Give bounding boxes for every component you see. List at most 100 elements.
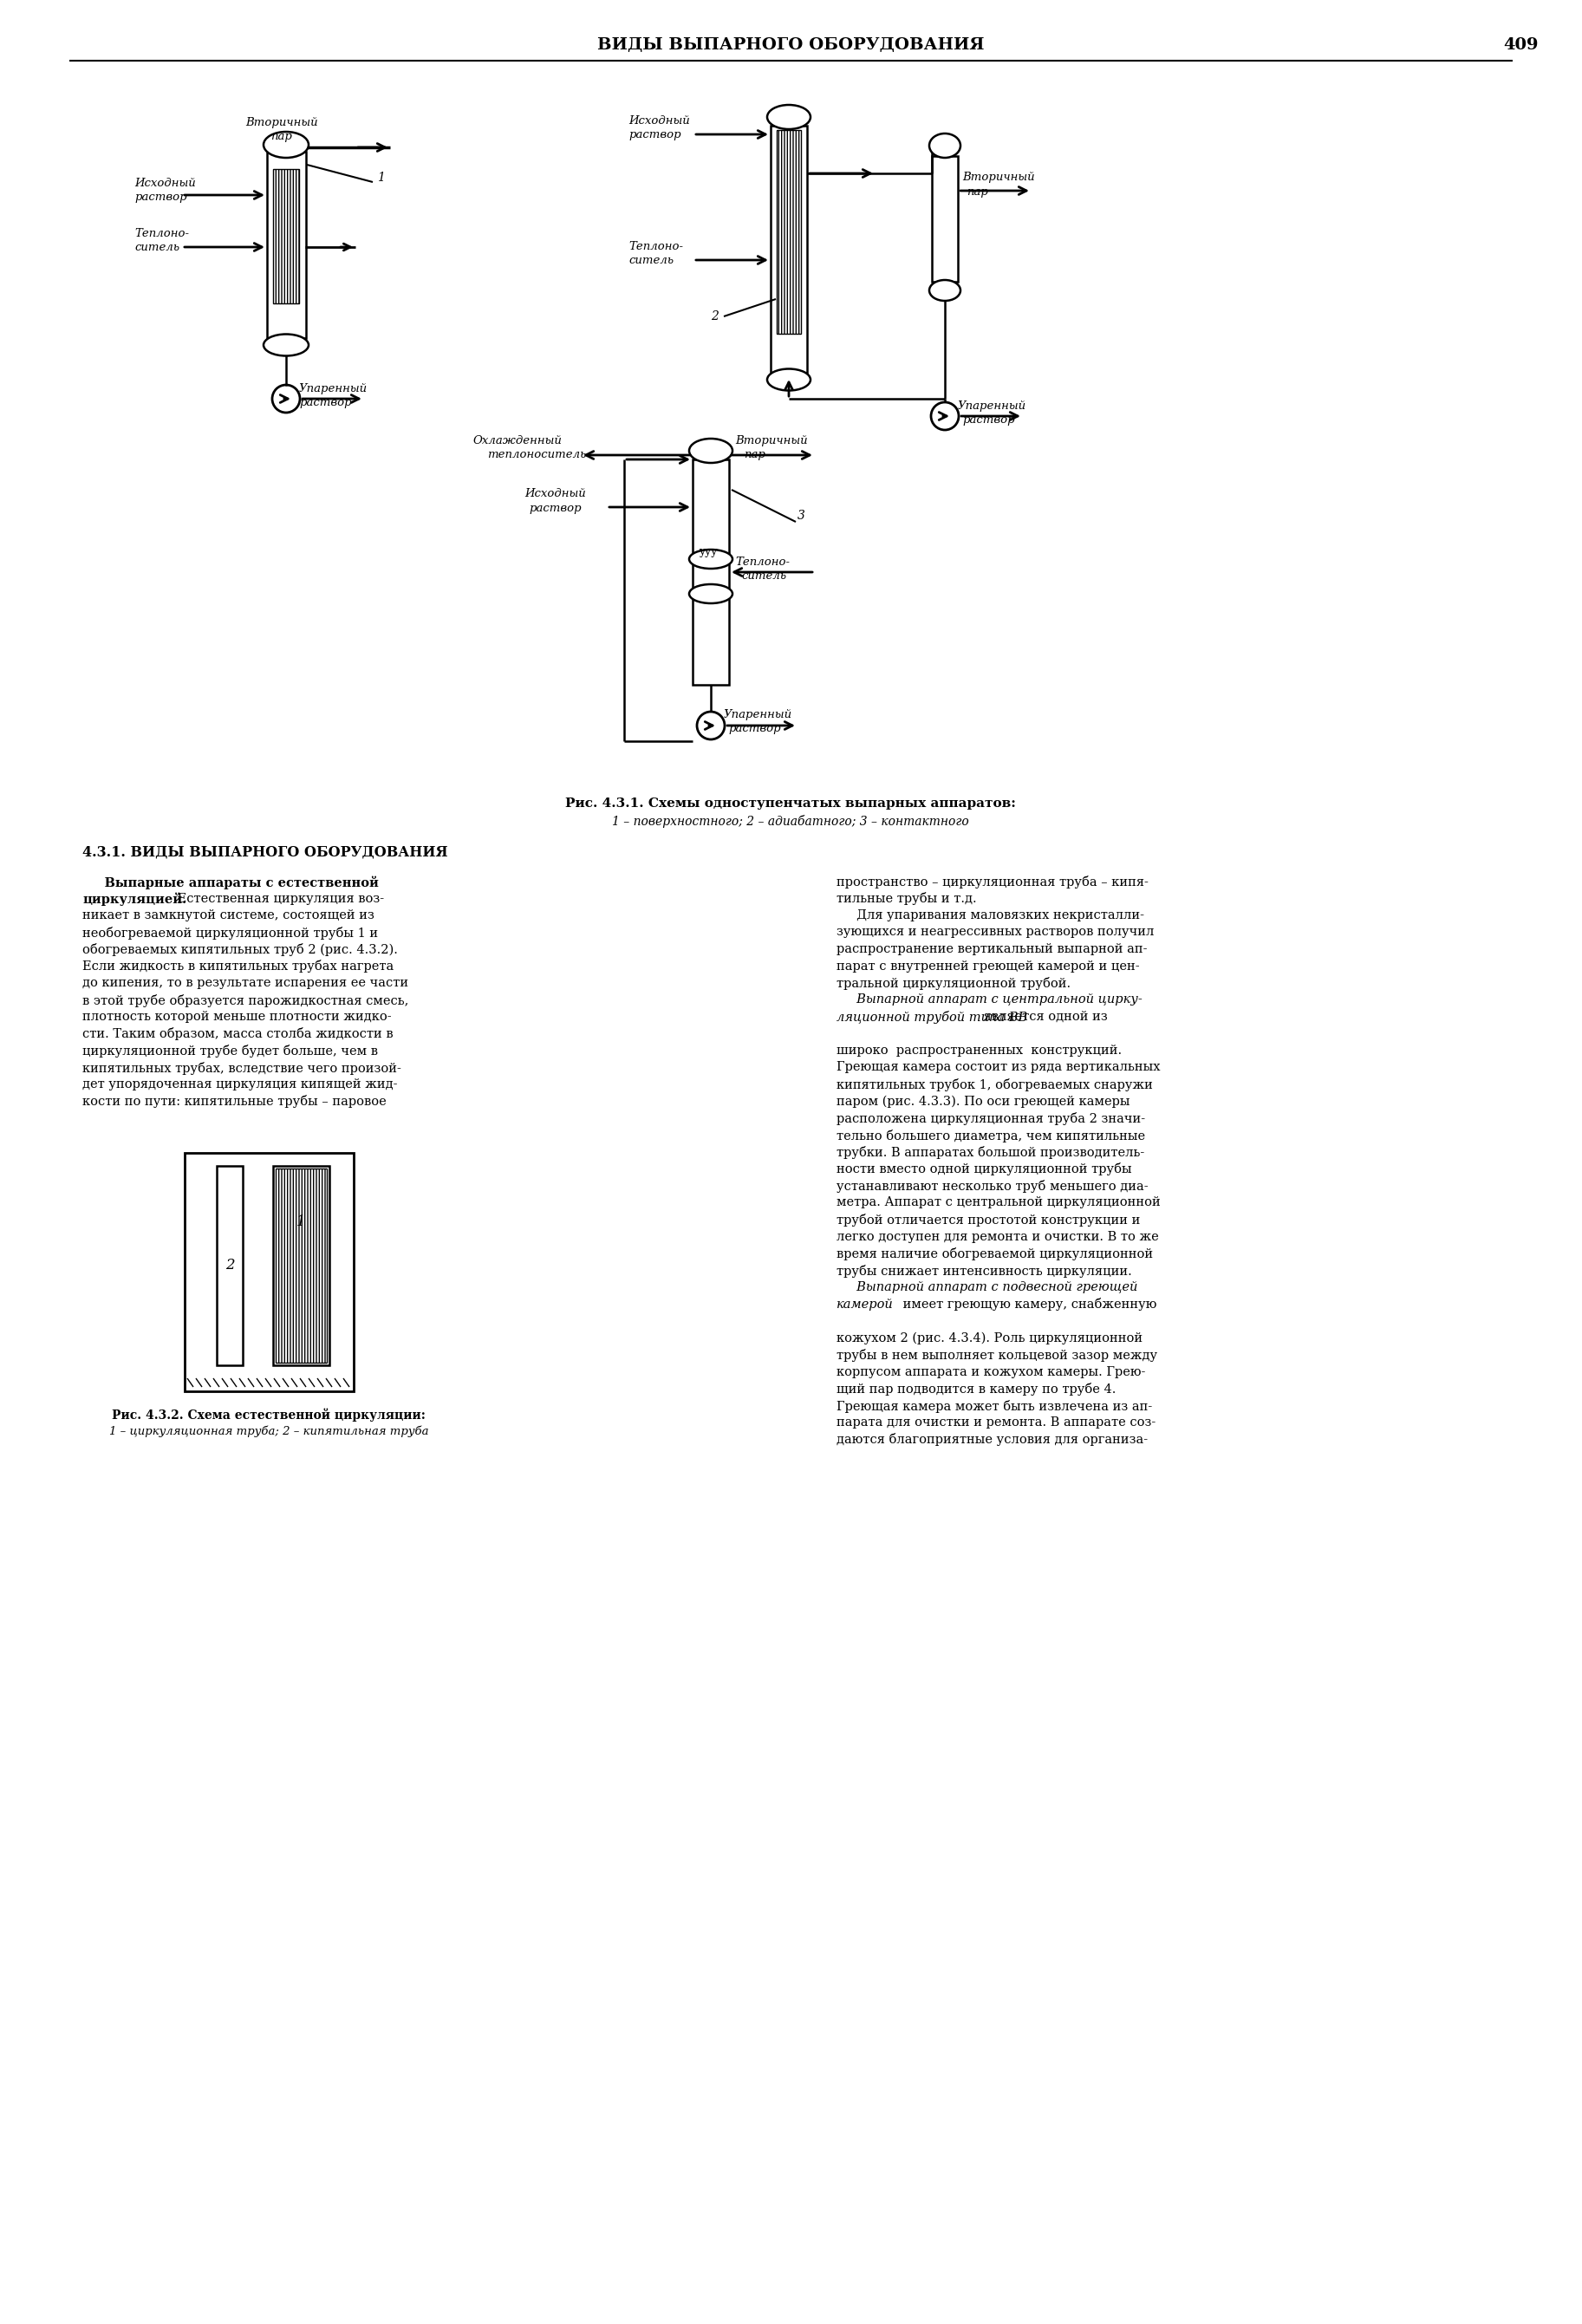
- Text: пар: пар: [271, 130, 293, 142]
- Text: легко доступен для ремонта и очистки. В то же: легко доступен для ремонта и очистки. В …: [837, 1229, 1158, 1243]
- Circle shape: [698, 711, 725, 739]
- Text: Теплоно-: Теплоно-: [736, 555, 789, 567]
- Text: никает в замкнутой системе, состоящей из: никает в замкнутой системе, состоящей из: [82, 909, 375, 920]
- Text: 409: 409: [1503, 37, 1539, 53]
- Text: Исходный: Исходный: [628, 116, 690, 125]
- Ellipse shape: [690, 548, 732, 569]
- Text: устанавливают несколько труб меньшего диа-: устанавливают несколько труб меньшего ди…: [837, 1181, 1149, 1192]
- Text: трубы снижает интенсивность циркуляции.: трубы снижает интенсивность циркуляции.: [837, 1264, 1131, 1278]
- Text: Выпарные аппараты с естественной: Выпарные аппараты с естественной: [82, 876, 378, 890]
- Text: Если жидкость в кипятильных трубах нагрета: Если жидкость в кипятильных трубах нагре…: [82, 960, 394, 974]
- Text: распространение вертикальный выпарной ап-: распространение вертикальный выпарной ап…: [837, 944, 1147, 955]
- Ellipse shape: [264, 132, 308, 158]
- Bar: [770, 125, 807, 372]
- Text: Вторичный: Вторичный: [245, 116, 318, 128]
- Text: пар: пар: [967, 186, 989, 198]
- Text: Теплоно-: Теплоно-: [628, 242, 683, 253]
- Text: теплоноситель: теплоноситель: [487, 449, 587, 460]
- Text: раствор: раствор: [628, 130, 680, 139]
- Text: yyy: yyy: [699, 546, 717, 558]
- Text: 4.3.1. ВИДЫ ВЫПАРНОГО ОБОРУДОВАНИЯ: 4.3.1. ВИДЫ ВЫПАРНОГО ОБОРУДОВАНИЯ: [82, 846, 448, 860]
- Text: ситель: ситель: [628, 256, 674, 267]
- Text: является одной из: является одной из: [979, 1011, 1107, 1023]
- Ellipse shape: [929, 279, 960, 300]
- Text: ситель: ситель: [134, 242, 179, 253]
- Text: дет упорядоченная циркуляция кипящей жид-: дет упорядоченная циркуляция кипящей жид…: [82, 1078, 397, 1090]
- Text: широко  распространенных  конструкций.: широко распространенных конструкций.: [837, 1043, 1122, 1057]
- Text: ляционной трубой типа ВВ: ляционной трубой типа ВВ: [837, 1011, 1027, 1025]
- Text: тельно большего диаметра, чем кипятильные: тельно большего диаметра, чем кипятильны…: [837, 1129, 1145, 1141]
- Text: Естественная циркуляция воз-: Естественная циркуляция воз-: [174, 892, 384, 904]
- Text: пар: пар: [744, 449, 766, 460]
- Text: трубой отличается простотой конструкции и: трубой отличается простотой конструкции …: [837, 1213, 1141, 1227]
- Text: Для упаривания маловязких некристалли-: Для упаривания маловязких некристалли-: [837, 909, 1144, 920]
- Text: трубки. В аппаратах большой производитель-: трубки. В аппаратах большой производител…: [837, 1146, 1144, 1160]
- Ellipse shape: [767, 105, 810, 130]
- Text: камерой: камерой: [837, 1299, 894, 1311]
- Text: тильные трубы и т.д.: тильные трубы и т.д.: [837, 892, 976, 906]
- Bar: [267, 151, 305, 337]
- Text: зующихся и неагрессивных растворов получил: зующихся и неагрессивных растворов получ…: [837, 927, 1155, 939]
- Bar: [274, 170, 299, 304]
- Text: метра. Аппарат с центральной циркуляционной: метра. Аппарат с центральной циркуляцион…: [837, 1197, 1161, 1208]
- Text: 3: 3: [797, 509, 805, 523]
- Text: Упаренный: Упаренный: [299, 383, 367, 395]
- Circle shape: [272, 386, 301, 414]
- Text: 1: 1: [296, 1215, 305, 1229]
- Text: раствор: раствор: [728, 723, 780, 734]
- Text: циркуляцией.: циркуляцией.: [82, 892, 187, 906]
- Text: Рис. 4.3.2. Схема естественной циркуляции:: Рис. 4.3.2. Схема естественной циркуляци…: [112, 1408, 426, 1422]
- Text: щий пар подводится в камеру по трубе 4.: щий пар подводится в камеру по трубе 4.: [837, 1383, 1115, 1397]
- Text: 2: 2: [225, 1257, 234, 1274]
- Text: кипятильных трубок 1, обогреваемых снаружи: кипятильных трубок 1, обогреваемых снару…: [837, 1078, 1153, 1092]
- Text: время наличие обогреваемой циркуляционной: время наличие обогреваемой циркуляционно…: [837, 1248, 1153, 1260]
- Text: кипятильных трубах, вследствие чего произой-: кипятильных трубах, вследствие чего прои…: [82, 1062, 402, 1074]
- Text: 1 – поверхностного; 2 – адиабатного; 3 – контактного: 1 – поверхностного; 2 – адиабатного; 3 –…: [612, 816, 970, 827]
- Text: Теплоно-: Теплоно-: [134, 228, 188, 239]
- Ellipse shape: [929, 132, 960, 158]
- Bar: [274, 1167, 329, 1364]
- Bar: [217, 1167, 242, 1364]
- Text: сти. Таким образом, масса столба жидкости в: сти. Таким образом, масса столба жидкост…: [82, 1027, 394, 1041]
- Text: обогреваемых кипятильных труб 2 (рис. 4.3.2).: обогреваемых кипятильных труб 2 (рис. 4.…: [82, 944, 397, 955]
- Ellipse shape: [690, 439, 732, 462]
- Text: ситель: ситель: [740, 569, 786, 581]
- Text: Греющая камера может быть извлечена из ап-: Греющая камера может быть извлечена из а…: [837, 1399, 1152, 1413]
- Ellipse shape: [690, 583, 732, 604]
- Text: имеет греющую камеру, снабженную: имеет греющую камеру, снабженную: [899, 1299, 1156, 1311]
- Text: корпусом аппарата и кожухом камеры. Грею-: корпусом аппарата и кожухом камеры. Грею…: [837, 1367, 1145, 1378]
- Text: Греющая камера состоит из ряда вертикальных: Греющая камера состоит из ряда вертикаль…: [837, 1062, 1160, 1074]
- Text: Упаренный: Упаренный: [725, 709, 793, 720]
- Text: необогреваемой циркуляционной трубы 1 и: необогреваемой циркуляционной трубы 1 и: [82, 927, 378, 939]
- Text: раствор: раствор: [299, 397, 351, 409]
- Text: кости по пути: кипятильные трубы – паровое: кости по пути: кипятильные трубы – паров…: [82, 1095, 386, 1109]
- Text: даются благоприятные условия для организа-: даются благоприятные условия для организ…: [837, 1434, 1149, 1446]
- Text: Вторичный: Вторичный: [736, 435, 807, 446]
- Text: 2: 2: [710, 311, 718, 323]
- Bar: [777, 130, 800, 335]
- Text: раствор: раствор: [134, 191, 187, 202]
- Text: паром (рис. 4.3.3). По оси греющей камеры: паром (рис. 4.3.3). По оси греющей камер…: [837, 1095, 1130, 1109]
- Text: расположена циркуляционная труба 2 значи-: расположена циркуляционная труба 2 значи…: [837, 1113, 1145, 1125]
- Text: Выпарной аппарат с центральной цирку-: Выпарной аппарат с центральной цирку-: [837, 995, 1142, 1006]
- Text: парата для очистки и ремонта. В аппарате соз-: парата для очистки и ремонта. В аппарате…: [837, 1415, 1156, 1429]
- Text: Рис. 4.3.1. Схемы одноступенчатых выпарных аппаратов:: Рис. 4.3.1. Схемы одноступенчатых выпарн…: [565, 797, 1016, 809]
- Ellipse shape: [767, 370, 810, 390]
- Text: Упаренный: Упаренный: [957, 400, 1027, 411]
- Text: Охлажденный: Охлажденный: [473, 435, 562, 446]
- Text: пространство – циркуляционная труба – кипя-: пространство – циркуляционная труба – ки…: [837, 876, 1149, 888]
- Circle shape: [930, 402, 959, 430]
- Text: Вторичный: Вторичный: [962, 172, 1035, 184]
- Text: тральной циркуляционной трубой.: тральной циркуляционной трубой.: [837, 976, 1071, 990]
- Text: Исходный: Исходный: [525, 488, 585, 500]
- Text: циркуляционной трубе будет больше, чем в: циркуляционной трубе будет больше, чем в: [82, 1043, 378, 1057]
- Ellipse shape: [264, 335, 308, 356]
- Text: до кипения, то в результате испарения ее части: до кипения, то в результате испарения ее…: [82, 976, 408, 990]
- Text: 1: 1: [377, 172, 384, 184]
- Bar: [275, 1169, 327, 1362]
- Text: ности вместо одной циркуляционной трубы: ности вместо одной циркуляционной трубы: [837, 1162, 1131, 1176]
- Text: кожухом 2 (рис. 4.3.4). Роль циркуляционной: кожухом 2 (рис. 4.3.4). Роль циркуляцион…: [837, 1332, 1142, 1343]
- Bar: [185, 1153, 354, 1392]
- Bar: [932, 156, 957, 281]
- Text: плотность которой меньше плотности жидко-: плотность которой меньше плотности жидко…: [82, 1011, 391, 1023]
